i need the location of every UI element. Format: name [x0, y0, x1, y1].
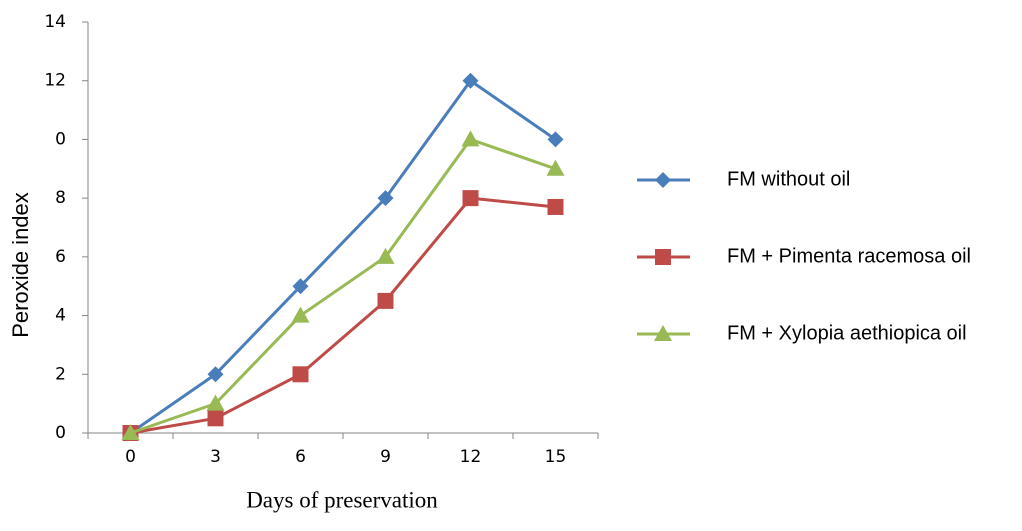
y-tick-label: 0: [55, 423, 66, 443]
marker: [547, 198, 564, 215]
y-tick-label: 6: [55, 247, 66, 267]
marker: [206, 394, 225, 411]
y-tick-label: 8: [55, 188, 66, 208]
marker: [292, 366, 309, 383]
marker: [207, 366, 224, 383]
marker: [377, 292, 394, 309]
legend-label: FM + Pimenta racemosa oil: [727, 245, 971, 267]
marker: [292, 278, 309, 295]
marker: [546, 159, 565, 176]
marker: [377, 190, 394, 207]
marker: [121, 424, 140, 440]
x-tick-label: 6: [295, 447, 306, 467]
x-tick-label: 0: [125, 447, 136, 467]
x-tick-label: 9: [380, 447, 391, 467]
marker: [376, 247, 395, 264]
x-axis-title: Days of preservation: [246, 487, 438, 512]
series-line: [129, 79, 557, 435]
y-axis-title: Peroxide index: [8, 192, 33, 338]
y-tick-label: 14: [44, 12, 66, 32]
y-tick-label: 0: [55, 129, 66, 149]
y-tick-label: 12: [44, 71, 66, 91]
marker: [461, 130, 480, 147]
x-tick-label: 15: [545, 447, 567, 467]
marker: [655, 172, 671, 188]
marker: [462, 190, 479, 207]
y-tick-label: 2: [55, 364, 66, 384]
marker: [654, 325, 672, 341]
x-tick-label: 3: [210, 447, 221, 467]
marker: [291, 306, 310, 323]
series-line: [130, 196, 556, 435]
series-line: [130, 137, 556, 435]
legend-label: FM + Xylopia aethiopica oil: [727, 322, 967, 344]
legend-label: FM without oil: [727, 168, 850, 190]
marker: [462, 72, 479, 89]
marker: [547, 131, 564, 148]
marker: [655, 249, 671, 265]
marker: [207, 410, 224, 427]
y-tick-label: 4: [55, 306, 66, 326]
x-tick-label: 12: [460, 447, 482, 467]
